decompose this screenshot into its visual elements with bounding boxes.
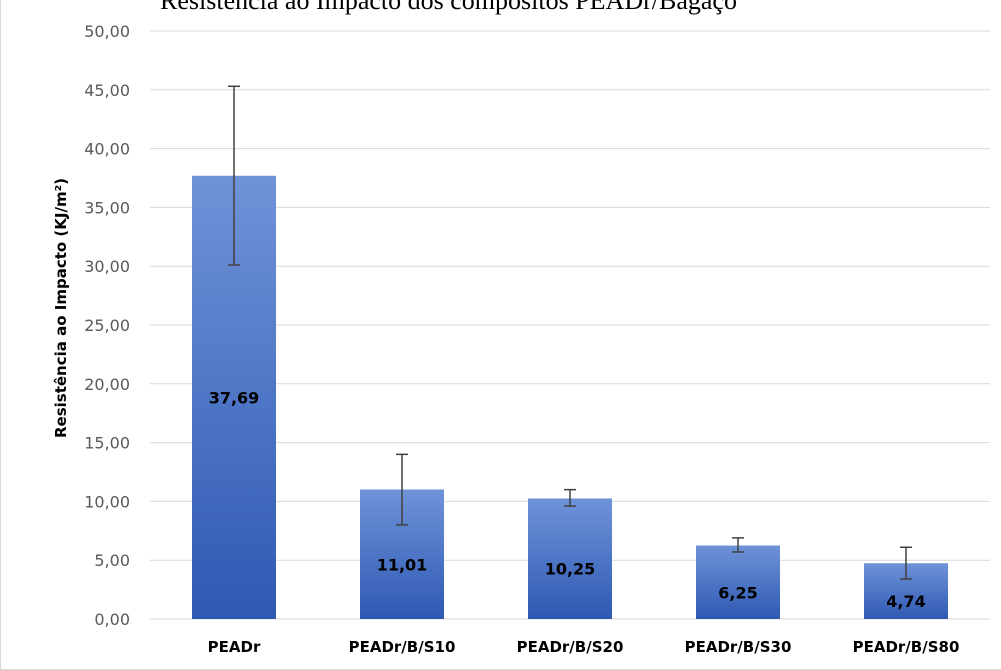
x-category-label: PEADr/B/S10: [349, 638, 456, 656]
data-label: 37,69: [209, 388, 260, 407]
error-bar: [564, 488, 576, 507]
y-axis-label: Resistência ao Impacto (KJ/m²): [52, 178, 70, 438]
y-tick-label: 45,00: [84, 81, 130, 100]
x-category-label: PEADr/B/S20: [517, 638, 624, 656]
error-bar: [900, 546, 912, 580]
y-tick-label: 5,00: [94, 551, 130, 570]
data-label: 6,25: [718, 583, 757, 602]
y-tick-label: 15,00: [84, 434, 130, 453]
y-tick-label: 0,00: [94, 610, 130, 629]
x-category-label: PEADr/B/S30: [685, 638, 792, 656]
y-tick-label: 35,00: [84, 198, 130, 217]
bar: [696, 545, 780, 619]
error-bar: [732, 537, 744, 553]
y-tick-label: 10,00: [84, 492, 130, 511]
chart-caption: Resistência ao Impacto dos compósitos PE…: [160, 0, 737, 15]
y-tick-label: 25,00: [84, 316, 130, 335]
data-label: 4,74: [886, 592, 925, 611]
x-category-label: PEADr/B/S80: [853, 638, 960, 656]
y-tick-label: 20,00: [84, 375, 130, 394]
error-bar: [396, 453, 408, 526]
y-tick-label: 30,00: [84, 257, 130, 276]
error-bar: [228, 85, 240, 266]
data-label: 10,25: [545, 560, 596, 579]
y-tick-label: 50,00: [84, 22, 130, 41]
bar: [528, 498, 612, 619]
x-category-label: PEADr: [208, 638, 261, 656]
y-tick-label: 40,00: [84, 140, 130, 159]
data-label: 11,01: [377, 555, 428, 574]
